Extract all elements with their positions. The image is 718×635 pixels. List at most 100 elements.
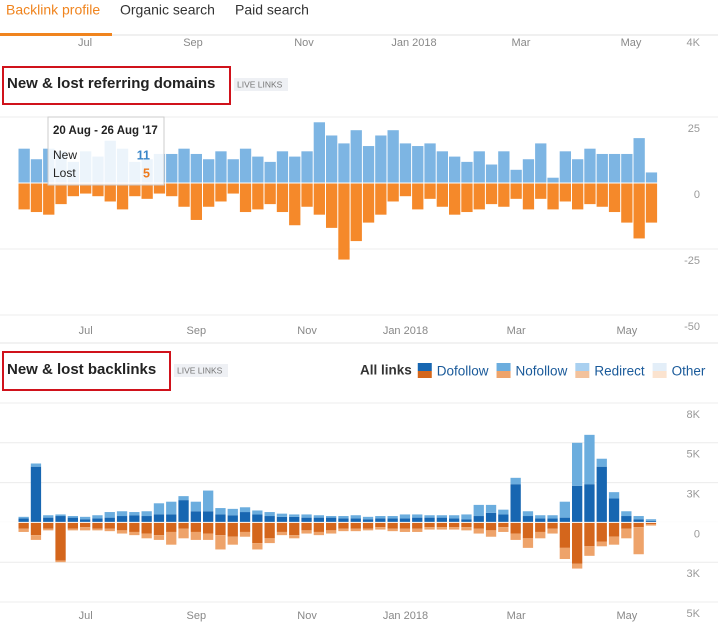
bar (289, 156, 301, 183)
bar (227, 522, 238, 537)
bar (215, 151, 227, 183)
legend-swatch (496, 363, 511, 371)
bar (104, 183, 116, 202)
bar (399, 518, 411, 523)
bar (227, 159, 239, 183)
bar (633, 519, 644, 523)
bar (596, 183, 608, 207)
bar (30, 159, 43, 183)
title-highlight-box (2, 351, 171, 391)
bar (190, 522, 201, 532)
bar (239, 148, 252, 183)
y-tick-label: 25 (688, 123, 700, 135)
bar (264, 183, 276, 205)
bar (166, 522, 177, 532)
bar (203, 490, 214, 512)
bar (535, 531, 546, 539)
tab[interactable]: Paid search (235, 2, 309, 18)
bar (18, 183, 30, 210)
bar (461, 519, 472, 523)
bar (153, 514, 165, 523)
bar (215, 522, 226, 536)
bar (30, 183, 43, 213)
bar (153, 503, 165, 515)
bar (252, 522, 263, 544)
bar (203, 511, 214, 523)
bar (498, 527, 509, 532)
bar (645, 519, 657, 521)
y-tick-label: 0 (694, 189, 700, 201)
bar (178, 522, 189, 529)
bar (264, 516, 275, 523)
bar (608, 522, 620, 537)
legend-swatch (496, 371, 511, 378)
bar (584, 183, 596, 205)
bar (535, 143, 547, 183)
bar (424, 515, 435, 518)
bar (645, 183, 658, 223)
bar (264, 161, 276, 183)
bar (43, 517, 54, 523)
bar (350, 528, 361, 532)
bar (522, 511, 534, 517)
bar (289, 516, 300, 523)
badge: LIVE LINKS (237, 79, 283, 89)
y-tick-label: 4K (687, 37, 701, 49)
legend-label[interactable]: Dofollow (437, 364, 489, 379)
bar (153, 535, 165, 540)
bar (362, 516, 374, 520)
bar (326, 516, 337, 518)
bar (215, 514, 226, 523)
bar (596, 458, 607, 467)
x-tick-label: Sep (187, 610, 207, 622)
bar (18, 522, 29, 529)
bar (485, 522, 497, 531)
bar (375, 135, 387, 183)
bar (399, 514, 411, 519)
bar (80, 522, 91, 528)
bar (399, 522, 411, 529)
bar (608, 498, 620, 523)
bar (67, 522, 78, 529)
bar (498, 183, 510, 207)
x-tick-label: Jul (79, 325, 93, 337)
bar (387, 518, 398, 523)
bar (166, 153, 178, 183)
bar (227, 183, 239, 194)
bar (166, 183, 178, 197)
bar (522, 522, 534, 539)
bar (633, 527, 644, 555)
bar (141, 516, 152, 523)
x-tick-label: Mar (507, 610, 526, 622)
bar (252, 156, 264, 183)
y-tick-label: 5K (687, 449, 701, 461)
legend-swatch (575, 363, 590, 371)
tooltip-value: 11 (137, 148, 150, 162)
x-tick-label: Jan 2018 (383, 610, 428, 622)
bar (227, 515, 238, 523)
bar (510, 183, 522, 199)
bar (301, 514, 312, 518)
tab[interactable]: Backlink profile (6, 2, 100, 18)
bar (436, 527, 447, 530)
bar (18, 528, 29, 532)
bar (313, 522, 324, 532)
y-tick-label: -25 (684, 255, 700, 267)
bar (153, 183, 166, 194)
x-tick-label: Nov (294, 37, 314, 49)
bar (104, 528, 115, 532)
bar (67, 517, 78, 523)
legend-label[interactable]: Nofollow (516, 364, 568, 379)
bar (412, 183, 424, 210)
bar (18, 516, 29, 519)
title-highlight-box (2, 66, 231, 105)
bar (461, 527, 472, 531)
bar (289, 522, 300, 536)
bar (338, 183, 350, 260)
bar (313, 515, 324, 518)
legend-label[interactable]: Other (672, 364, 706, 379)
tab[interactable]: Organic search (120, 2, 215, 18)
legend-label[interactable]: Redirect (594, 364, 645, 379)
bar (633, 522, 644, 528)
bar (43, 528, 54, 531)
